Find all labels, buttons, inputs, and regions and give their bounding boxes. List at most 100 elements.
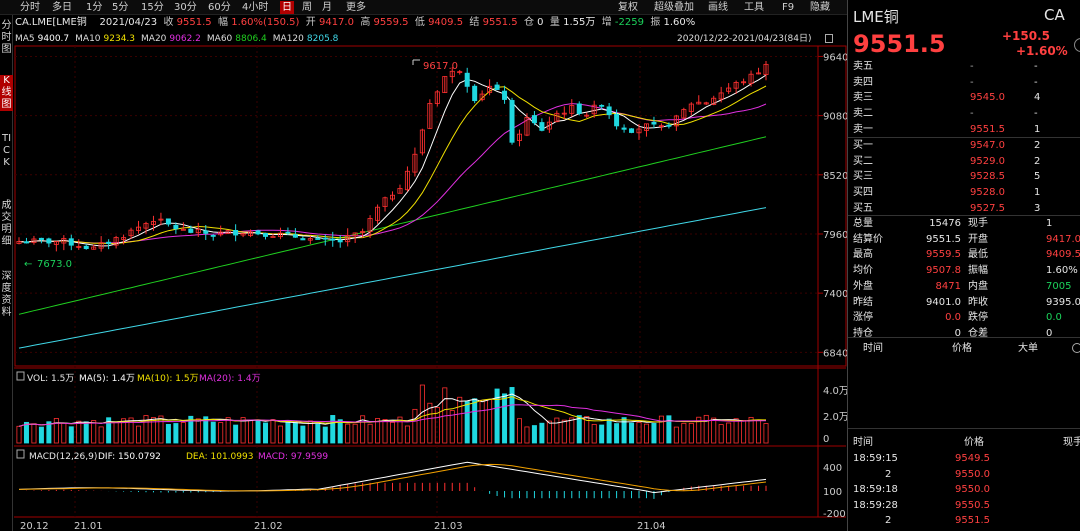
- candle-body: [128, 229, 134, 237]
- sidebar-view[interactable]: TICK: [1, 133, 12, 168]
- candle-body: [23, 241, 29, 244]
- candle-body: [136, 226, 142, 231]
- quote-code: CA: [1044, 6, 1065, 24]
- stat-value: 9401.0: [926, 296, 961, 308]
- quote-change: +150.5: [1002, 29, 1051, 43]
- candle-body: [509, 100, 515, 143]
- candle-body: [121, 237, 127, 240]
- sidebar-view[interactable]: 深度资料: [1, 271, 12, 318]
- vol-bar: [412, 408, 418, 444]
- vol-bar: [61, 422, 67, 444]
- period-tab[interactable]: 多日: [52, 2, 72, 13]
- vol-bar: [322, 426, 328, 444]
- candle-body: [726, 87, 732, 92]
- vol-bar: [591, 423, 597, 444]
- period-tab[interactable]: 更多: [346, 2, 366, 13]
- vol-bar: [165, 423, 171, 444]
- vol-legend-item: VOL: 1.5万: [27, 374, 74, 384]
- candle-body: [472, 85, 478, 102]
- toolbar-tool[interactable]: 工具: [744, 2, 764, 13]
- toolbar-tool[interactable]: 隐藏: [810, 2, 830, 13]
- vol-bar: [457, 396, 463, 444]
- period-tab[interactable]: 月: [322, 2, 332, 13]
- vol-bar: [711, 417, 717, 444]
- macd-legend-item: DIF: 150.0792: [98, 452, 161, 462]
- candle-body: [337, 239, 343, 243]
- candle-body: [621, 127, 627, 130]
- period-tab[interactable]: 5分: [112, 2, 129, 13]
- sidebar-view[interactable]: K线图: [0, 75, 13, 111]
- high-annotation: 9617.0: [423, 61, 458, 72]
- vol-legend-item: MA(20): 1.4万: [199, 374, 261, 384]
- tick-row: 18:59:18 9550.0: [848, 482, 1080, 497]
- vol-bar: [666, 415, 672, 444]
- chart-area[interactable]: 9640 9080 8520 7960 7400 6840 9617.0 ← 7673.0 4.0…: [0, 0, 847, 531]
- vol-bar: [285, 421, 291, 444]
- candle-body: [98, 242, 104, 249]
- bar-date: 2021/04/23: [99, 17, 158, 28]
- stat-value: 1: [1046, 218, 1053, 229]
- ask-label: 卖一: [853, 123, 873, 135]
- col-vol: 现手: [1063, 437, 1080, 448]
- candle-body: [389, 194, 395, 200]
- vol-bar: [509, 387, 515, 444]
- inc-value: -2259: [614, 17, 644, 28]
- candle-body: [688, 103, 694, 112]
- x-tick-label: 21.02: [254, 521, 283, 531]
- vol-bar: [53, 418, 59, 444]
- toolbar-tool[interactable]: 复权: [618, 2, 638, 13]
- ma-label: MA20: [141, 34, 167, 44]
- vol-bar: [143, 415, 149, 444]
- vol-bar: [136, 425, 142, 444]
- ask-row: 卖五 - -: [848, 59, 1080, 74]
- candle-body: [315, 238, 321, 240]
- tick-price: 9551.5: [955, 515, 990, 526]
- vol-bar: [330, 415, 336, 444]
- vol-bar: [113, 421, 119, 444]
- candle-body: [643, 123, 649, 131]
- vol-bar: [270, 419, 276, 444]
- vol-tick-label: 2.0万: [823, 412, 847, 423]
- ask-label: 卖三: [853, 92, 873, 104]
- circle-icon[interactable]: [1074, 38, 1080, 52]
- macd-legend-item: MACD: 97.9599: [258, 452, 328, 462]
- settle-value: 9551.5: [482, 17, 518, 28]
- vol-bar: [375, 418, 381, 444]
- col-price: 价格: [952, 343, 972, 354]
- period-tab[interactable]: 周: [302, 2, 312, 13]
- tick-price: 9550.0: [955, 468, 990, 480]
- candle-body: [733, 82, 739, 89]
- vol-bar: [404, 425, 410, 444]
- vol-bar: [621, 417, 627, 444]
- candle-body: [292, 234, 298, 238]
- vol-bar: [524, 426, 530, 444]
- bid-vol: 1: [1034, 187, 1041, 199]
- toolbar-tool[interactable]: 画线: [708, 2, 728, 13]
- period-tab[interactable]: 日: [280, 1, 294, 14]
- period-tab[interactable]: 4小时: [242, 2, 269, 13]
- period-toolbar: 分时 多日 1分 5分 15分 30分 60分 4小时日周月 更多 复权 超级叠加 画线 工具 F9 隐藏: [0, 0, 1080, 15]
- candle-body: [412, 153, 418, 173]
- period-tab[interactable]: 分时: [20, 2, 40, 13]
- candle-body: [150, 221, 156, 225]
- period-tab[interactable]: 1分: [86, 2, 103, 13]
- period-tab[interactable]: 30分: [174, 2, 197, 13]
- period-tab[interactable]: 60分: [208, 2, 231, 13]
- price-tick-label: 8520: [823, 171, 847, 182]
- lock-icon[interactable]: [825, 34, 833, 43]
- bid-price: 9528.0: [970, 187, 1005, 199]
- toolbar-tool[interactable]: 超级叠加: [654, 2, 694, 13]
- open-value: 9417.0: [318, 17, 354, 28]
- period-tab[interactable]: 15分: [141, 2, 164, 13]
- sidebar-view[interactable]: 分时图: [1, 20, 12, 55]
- ask-row: 卖三 9545.0 4: [848, 90, 1080, 105]
- sidebar-view[interactable]: 成交明细: [1, 200, 12, 247]
- stat-value: 0: [1046, 327, 1053, 339]
- candle-body: [569, 105, 575, 114]
- ask-label: 卖四: [853, 76, 873, 88]
- toolbar-tool[interactable]: F9: [782, 2, 795, 13]
- gear-icon[interactable]: [1072, 343, 1080, 353]
- candle-body: [546, 121, 552, 130]
- candle-body: [703, 102, 709, 105]
- candle-body: [681, 109, 687, 119]
